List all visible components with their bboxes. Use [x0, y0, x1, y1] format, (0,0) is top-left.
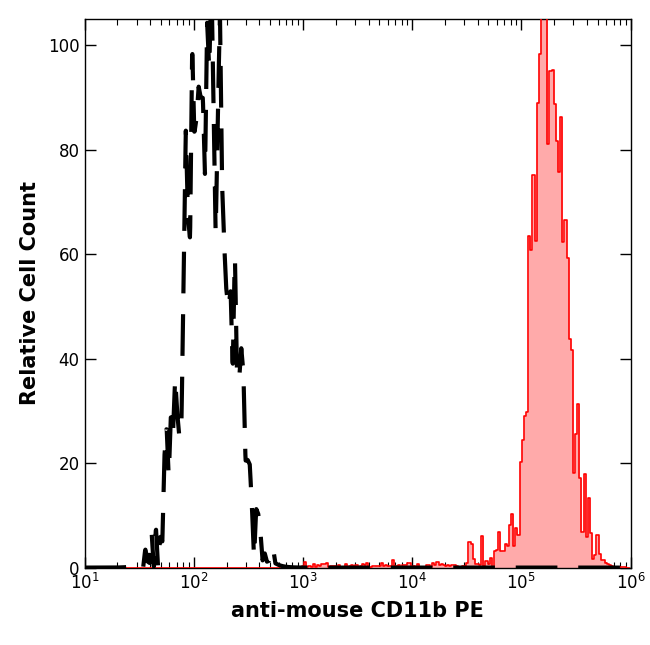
Y-axis label: Relative Cell Count: Relative Cell Count — [20, 181, 40, 406]
X-axis label: anti-mouse CD11b PE: anti-mouse CD11b PE — [231, 601, 484, 621]
